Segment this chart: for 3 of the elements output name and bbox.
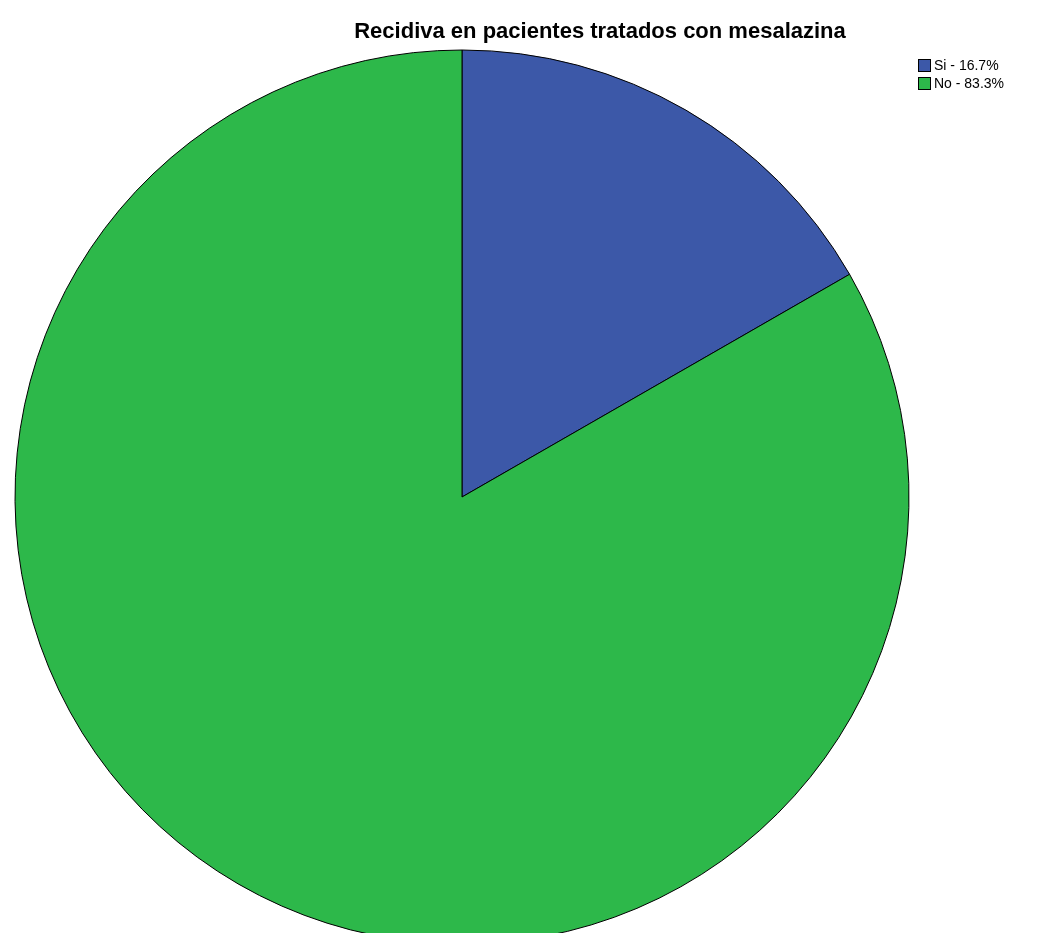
legend-label: No - 83.3% <box>934 75 1005 91</box>
legend-label: Si - 16.7% <box>934 57 999 73</box>
chart-title: Recidiva en pacientes tratados con mesalazina <box>354 18 847 43</box>
